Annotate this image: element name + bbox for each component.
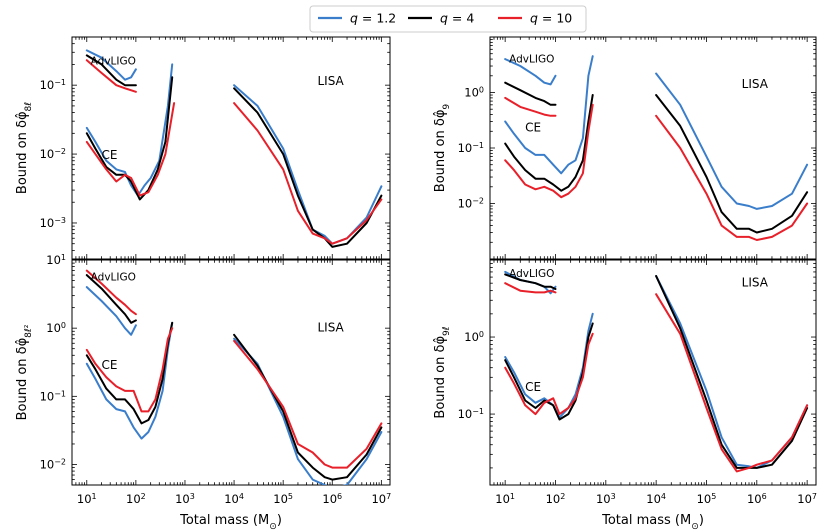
x-tick-label: 106 [747, 492, 767, 507]
annotation-advligo: AdvLIGO [509, 268, 554, 280]
x-axis-label: Total mass (M⊙) [179, 513, 282, 531]
series-line-q-4-seg3 [233, 87, 383, 248]
plot-frame [489, 36, 817, 260]
series-line-q-4-seg1 [504, 81, 557, 106]
y-tick-label: 10−1 [40, 389, 66, 404]
series-line-q-10-seg3 [233, 339, 383, 469]
annotation-ce: CE [102, 358, 118, 372]
x-tick-label: 104 [646, 492, 666, 507]
series-line-q-1-2-seg2 [85, 63, 174, 197]
legend-frame [309, 5, 587, 33]
series-line-q-4-seg1 [85, 54, 137, 87]
tick-marks [489, 259, 816, 485]
annotation-lisa: LISA [742, 276, 769, 290]
annotation-lisa: LISA [317, 74, 344, 88]
tick-marks [71, 259, 390, 486]
x-tick-label: 104 [224, 492, 244, 507]
y-tick-label: 10−2 [40, 457, 66, 472]
series-line-q-1-2-seg1 [85, 286, 137, 336]
x-tick-label: 101 [495, 492, 515, 507]
x-tick-label: 106 [322, 492, 342, 507]
y-axis-label: Bound on δφ̂9 [433, 104, 452, 193]
series-line-q-10-seg1 [504, 96, 557, 117]
x-tick-label: 103 [175, 492, 195, 507]
plot-frame [71, 259, 391, 486]
x-tick-label: 101 [77, 492, 97, 507]
x-tick-label: 105 [697, 492, 717, 507]
series-line-q-10-seg2 [85, 102, 176, 197]
y-tick-label: 101 [46, 253, 66, 268]
series-line-q-10-seg3 [655, 114, 809, 241]
series-line-q-10-seg3 [233, 102, 383, 245]
series-line-q-1-2-seg2 [504, 55, 594, 175]
annotation-advligo: AdvLIGO [509, 53, 554, 65]
y-tick-label: 10−1 [458, 141, 484, 156]
x-tick-label: 107 [797, 492, 817, 507]
x-tick-label: 102 [126, 492, 146, 507]
series-line-q-4-seg3 [233, 333, 383, 481]
series-line-q-1-2-seg3 [233, 337, 383, 485]
y-axis-label: Bound on δφ̂8ℓ² [15, 324, 34, 420]
legend-label-q-10: q = 10 [530, 11, 572, 26]
series-line-q-4-seg2 [504, 94, 594, 192]
series-line-q-10-seg2 [504, 103, 594, 199]
series-line-q-10-seg2 [85, 327, 174, 413]
legend-label-q-1-2: q = 1.2 [350, 11, 396, 26]
tick-marks [489, 36, 816, 260]
x-axis-label: Total mass (M⊙) [601, 513, 704, 531]
annotation-advligo: AdvLIGO [91, 272, 136, 284]
x-tick-label: 102 [546, 492, 566, 507]
series-line-q-4-seg2 [85, 321, 174, 425]
series-line-q-4-seg3 [655, 275, 809, 469]
panel-1: 10−3 10−2 10−1 Bound on δφ̂8ℓ AdvLIGO CE LISA [15, 36, 391, 260]
series-line-q-10-seg3 [655, 293, 809, 473]
x-tick-label: 107 [371, 492, 391, 507]
y-tick-label: 10−3 [40, 215, 66, 230]
x-tick-label: 105 [273, 492, 293, 507]
y-tick-label: 10−2 [458, 196, 484, 211]
series-line-q-4-seg2 [85, 76, 174, 201]
annotation-lisa: LISA [742, 77, 769, 91]
annotation-lisa: LISA [317, 320, 344, 334]
y-tick-label: 10−1 [458, 407, 484, 422]
tick-marks [71, 36, 390, 260]
series-line-q-10-seg2 [504, 332, 594, 416]
series-line-q-10-seg1 [504, 282, 557, 294]
series-line-q-1-2-seg1 [85, 49, 137, 81]
series-line-q-4-seg2 [504, 322, 594, 421]
panel-2: 10−2 10−1 100 Bound on δφ̂9 AdvLIGO CE LISA [433, 36, 817, 260]
annotation-ce: CE [102, 148, 118, 162]
y-tick-label: 10−2 [40, 147, 66, 162]
series-line-q-4-seg1 [85, 274, 137, 324]
series-line-q-1-2-seg2 [85, 321, 174, 440]
series-line-q-1-2-seg3 [655, 72, 809, 210]
plot-frame [489, 259, 817, 486]
panel-3: 101 102 103 104 105 106 107 10−2 10−1 100 101 Bound… [15, 253, 391, 531]
y-axis-label: Bound on δφ̂8ℓ [15, 102, 34, 194]
x-tick-label: 103 [596, 492, 616, 507]
y-tick-label: 10−1 [40, 78, 66, 93]
y-tick-label: 100 [464, 85, 484, 100]
y-tick-label: 100 [46, 321, 66, 336]
series-line-q-10-seg1 [85, 59, 137, 93]
annotation-ce: CE [525, 380, 541, 394]
series-line-q-4-seg1 [504, 273, 557, 290]
series-line-q-1-2-seg3 [655, 275, 809, 469]
series-line-q-4-seg3 [655, 94, 809, 234]
plot-frame [71, 36, 391, 260]
series-line-q-1-2-seg1 [504, 58, 557, 86]
y-axis-label: Bound on δφ̂9ℓ [433, 326, 452, 418]
series-line-q-10-seg1 [85, 269, 137, 316]
y-tick-label: 100 [464, 330, 484, 345]
annotation-advligo: AdvLIGO [91, 55, 136, 67]
legend-label-q-4: q = 4 [440, 11, 474, 26]
panel-4: 101 102 103 104 105 106 107 10−1 100 Bound on δφ̂… [433, 259, 817, 531]
legend: q = 1.2 q = 4 q = 10 [309, 5, 587, 33]
annotation-ce: CE [525, 120, 541, 134]
